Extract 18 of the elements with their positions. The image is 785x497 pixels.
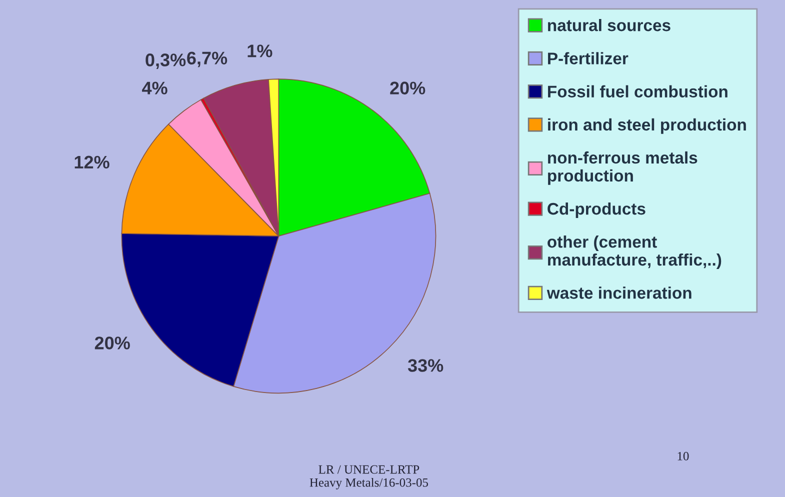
text: 10 <box>678 452 689 460</box>
legend-label: iron and steel production <box>548 118 746 134</box>
data-label: 0,3% <box>146 54 186 69</box>
text: LR / UNECE-LRTP Heavy Metals/16-03-05 <box>310 465 428 490</box>
legend-label: P-fertilizer <box>548 52 628 64</box>
legend-label: Fossil fuel combustion <box>548 85 728 98</box>
data-label: 33% <box>408 359 444 372</box>
legend-label: Cd-products <box>548 202 646 218</box>
data-label: 6,7% <box>187 52 228 68</box>
legend-label: non-ferrous metals production <box>548 151 698 185</box>
data-label: 12% <box>74 156 110 169</box>
data-label: 20% <box>390 82 426 94</box>
data-label: 20% <box>94 336 130 350</box>
legend-label: natural sources <box>548 18 670 32</box>
data-label: 4% <box>142 82 168 94</box>
legend-label: other (cement manufacture, traffic,..) <box>548 236 722 270</box>
data-label: 1% <box>248 44 272 58</box>
legend-label: waste incineration <box>546 286 692 299</box>
